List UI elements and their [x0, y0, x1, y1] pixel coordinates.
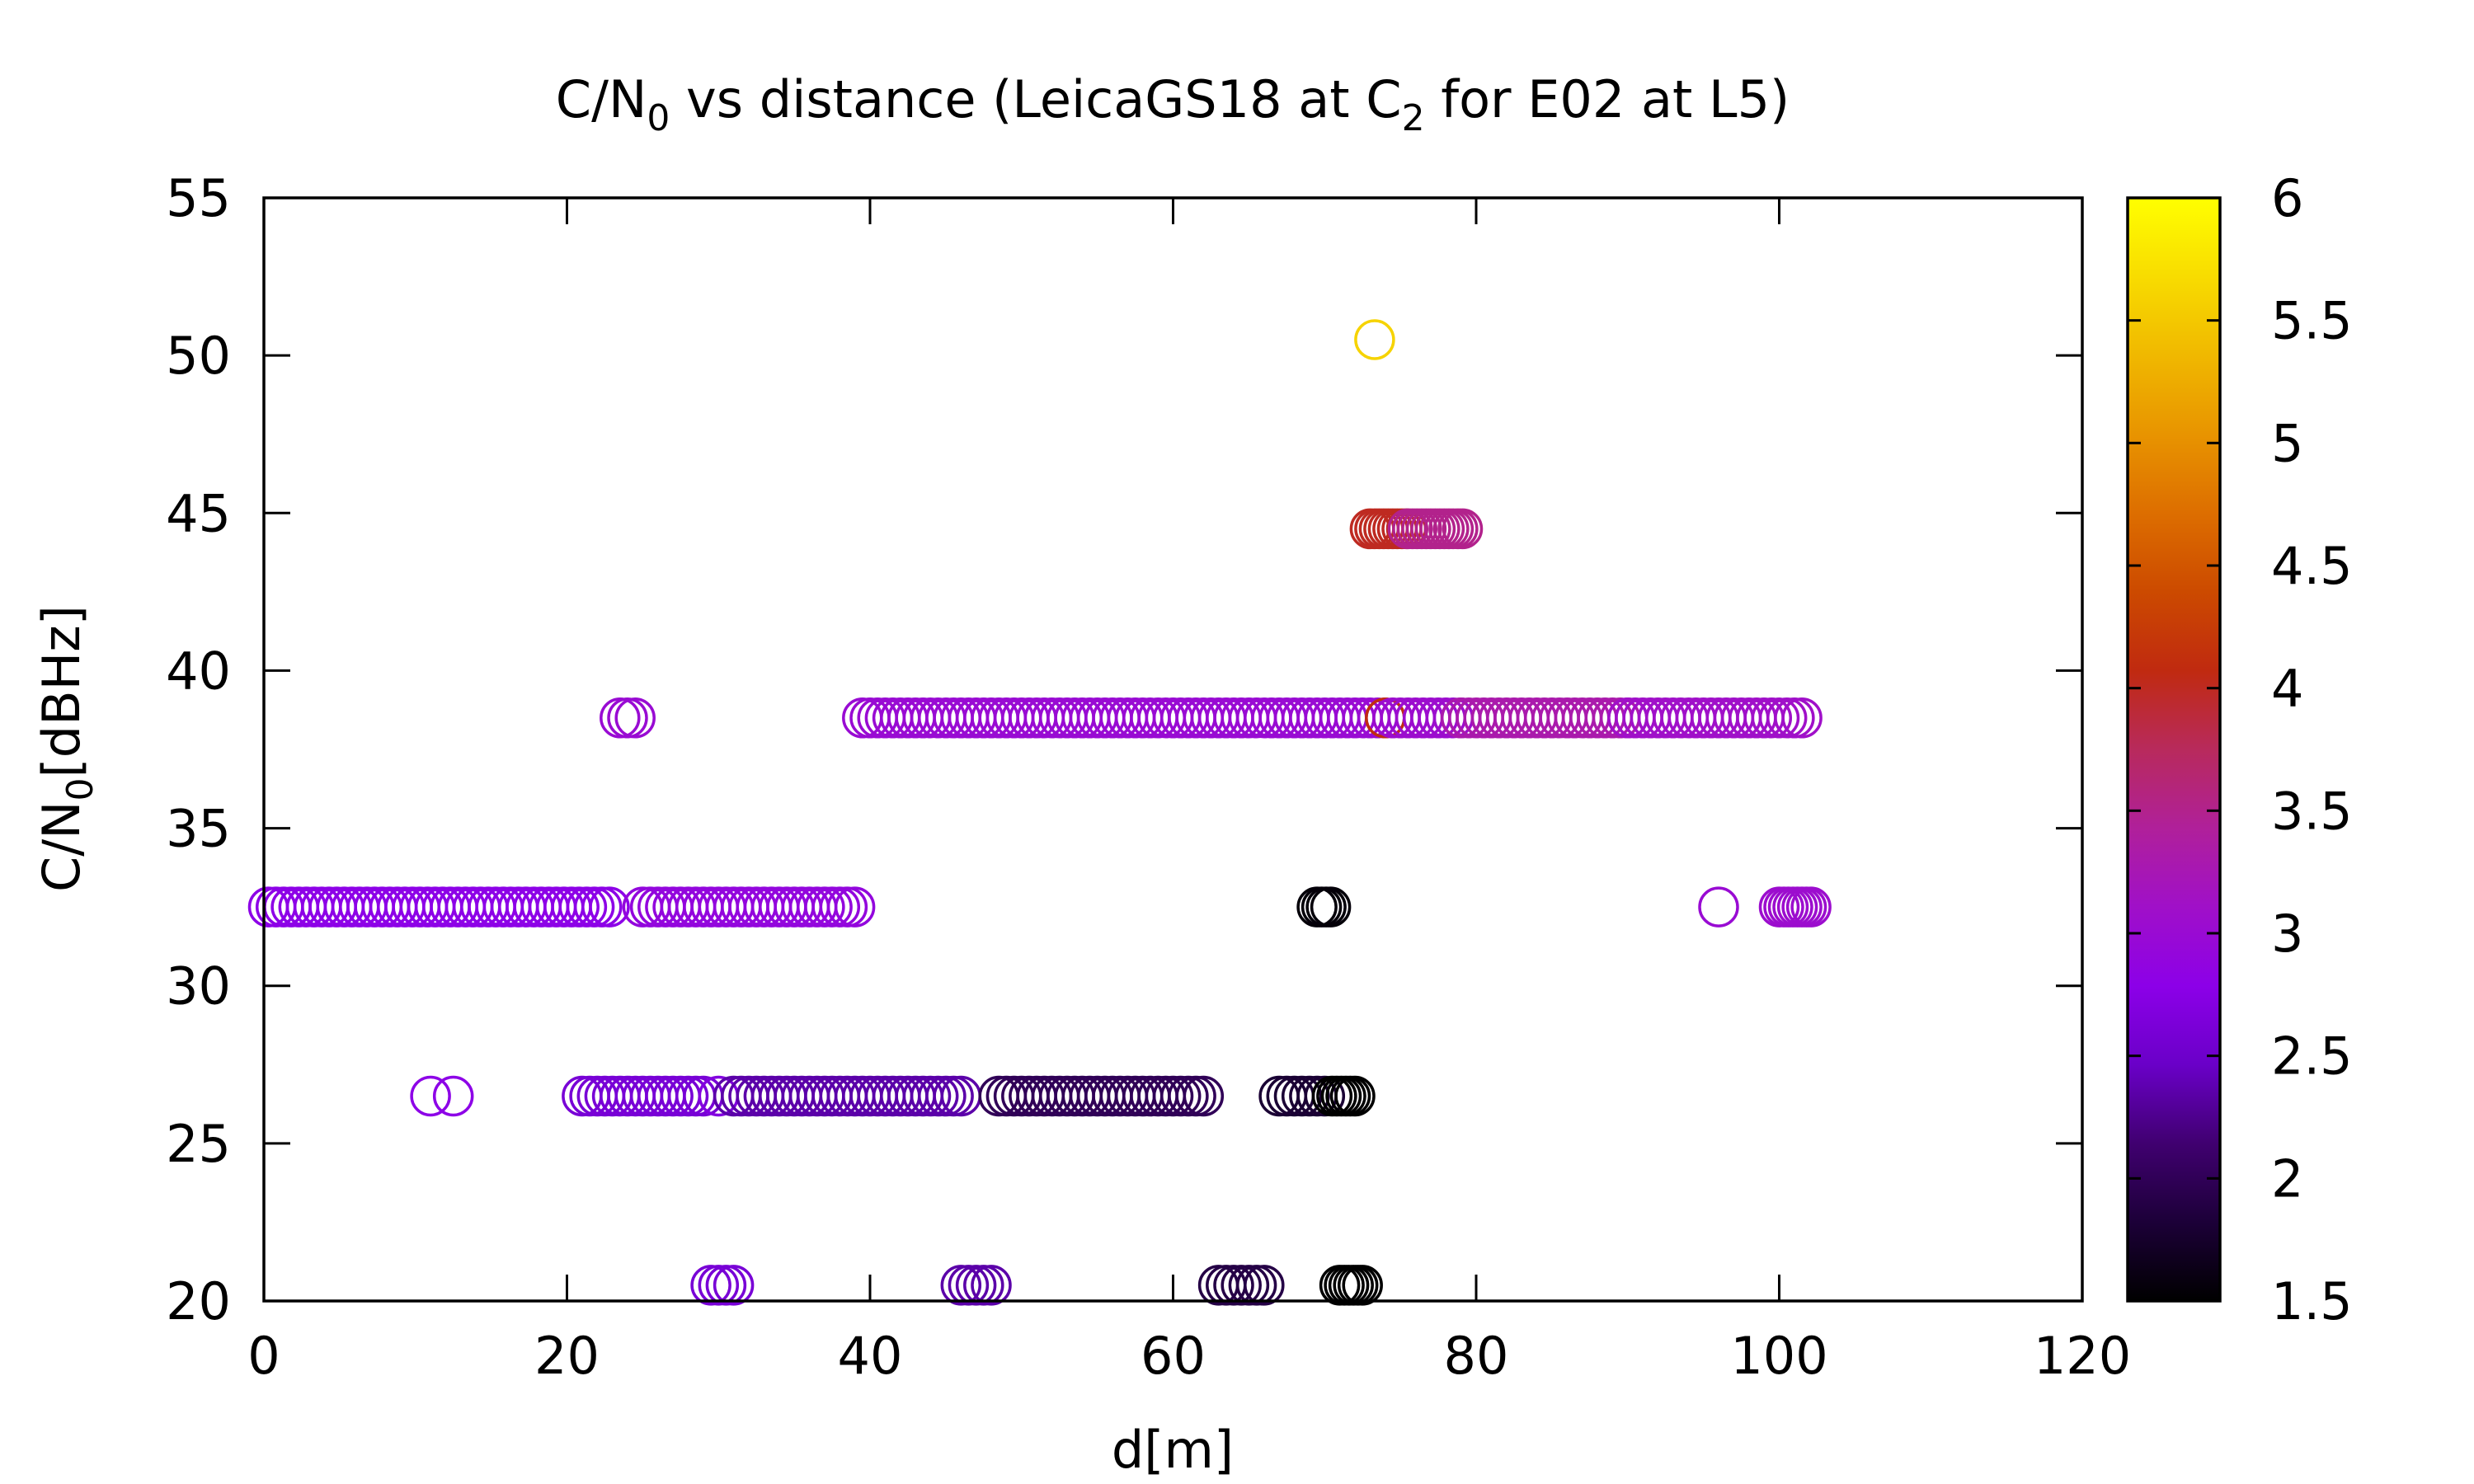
data-point [925, 1075, 967, 1117]
data-point [1183, 1075, 1225, 1117]
x-tick-label: 20 [534, 1326, 600, 1386]
data-point [1221, 1265, 1262, 1306]
data-point [713, 1265, 755, 1306]
y-axis-label: C/N0[dBHz] [31, 605, 101, 892]
y-tick-label: 20 [166, 1271, 231, 1331]
data-point [1168, 1075, 1209, 1117]
data-point [1342, 1265, 1383, 1306]
x-tick-label: 120 [2034, 1326, 2131, 1386]
x-tick-label: 80 [1444, 1326, 1509, 1386]
y-tick-label: 30 [166, 956, 231, 1017]
data-point [1766, 697, 1808, 739]
data-point [1281, 1075, 1323, 1117]
data-point [1289, 1075, 1330, 1117]
data-point [811, 886, 853, 928]
y-axis-ticks: 20 25 30 35 40 45 50 55 [166, 168, 2082, 1331]
colorbar-tick-label: 5.5 [2271, 291, 2353, 351]
x-tick-label: 0 [247, 1326, 280, 1386]
colorbar-tick-label: 5 [2271, 413, 2303, 473]
data-point [948, 1265, 990, 1306]
y-tick-label: 50 [166, 326, 231, 386]
colorbar-tick-label: 2.5 [2271, 1026, 2353, 1087]
x-tick-label: 100 [1730, 1326, 1827, 1386]
data-point [558, 886, 600, 928]
data-point [834, 886, 876, 928]
data-point [933, 1075, 974, 1117]
y-tick-label: 25 [166, 1114, 231, 1174]
data-point [667, 1075, 709, 1117]
data-point [1758, 697, 1800, 739]
y-tick-label: 45 [166, 483, 231, 543]
colorbar-tick-label: 6 [2271, 168, 2303, 228]
data-point [804, 886, 845, 928]
data-point [410, 1075, 451, 1117]
data-point [1213, 1265, 1254, 1306]
data-point [1244, 1265, 1285, 1306]
colorbar-tick-label: 1.5 [2271, 1271, 2353, 1331]
x-axis-ticks: 0 20 40 60 80 100 120 [247, 198, 2131, 1386]
data-point [614, 697, 656, 739]
data-points [247, 319, 1832, 1306]
data-point [589, 886, 630, 928]
data-point [607, 697, 648, 739]
data-point [1152, 1075, 1194, 1117]
data-point [690, 1265, 731, 1306]
colorbar-tick-label: 4 [2271, 659, 2303, 719]
data-point [1751, 697, 1793, 739]
data-point [917, 1075, 959, 1117]
colorbar-tick-label: 2 [2271, 1148, 2303, 1209]
x-tick-label: 40 [838, 1326, 903, 1386]
data-point [1698, 886, 1739, 928]
data-point [910, 1075, 952, 1117]
y-tick-label: 35 [166, 799, 231, 859]
colorbar-tick-label: 3.5 [2271, 781, 2353, 841]
data-point [963, 1265, 1004, 1306]
data-point [1774, 697, 1815, 739]
data-point [826, 886, 868, 928]
colorbar [2128, 198, 2220, 1301]
x-axis-label: d[m] [1112, 1420, 1234, 1480]
data-point [1310, 886, 1352, 928]
data-point [1354, 319, 1395, 360]
data-point [1228, 1265, 1270, 1306]
data-point [573, 886, 615, 928]
data-point [1442, 508, 1484, 550]
data-point [1334, 1075, 1376, 1117]
data-point [1175, 1075, 1216, 1117]
data-point [432, 1075, 474, 1117]
data-point [955, 1265, 997, 1306]
data-point [705, 1265, 747, 1306]
y-tick-label: 40 [166, 641, 231, 701]
colorbar-tick-label: 4.5 [2271, 536, 2353, 596]
data-point [1235, 1265, 1277, 1306]
x-tick-label: 60 [1141, 1326, 1206, 1386]
data-point [600, 697, 641, 739]
y-tick-label: 55 [166, 168, 231, 228]
colorbar-tick-label: 3 [2271, 904, 2303, 964]
data-point [1159, 1075, 1202, 1117]
data-point [1781, 697, 1823, 739]
plot-frame [262, 196, 2084, 1303]
data-point [1790, 886, 1832, 928]
colorbar-ticks: 1.5 2 2.5 3 3.5 4 4.5 5 5.5 6 [2128, 168, 2353, 1331]
colorbar-frame [2126, 196, 2222, 1303]
chart-title: C/N0 vs distance (LeicaGS18 at C2 for E0… [556, 69, 1790, 139]
data-point [581, 886, 623, 928]
data-point [652, 1075, 694, 1117]
data-point [566, 886, 608, 928]
data-point [971, 1265, 1012, 1306]
